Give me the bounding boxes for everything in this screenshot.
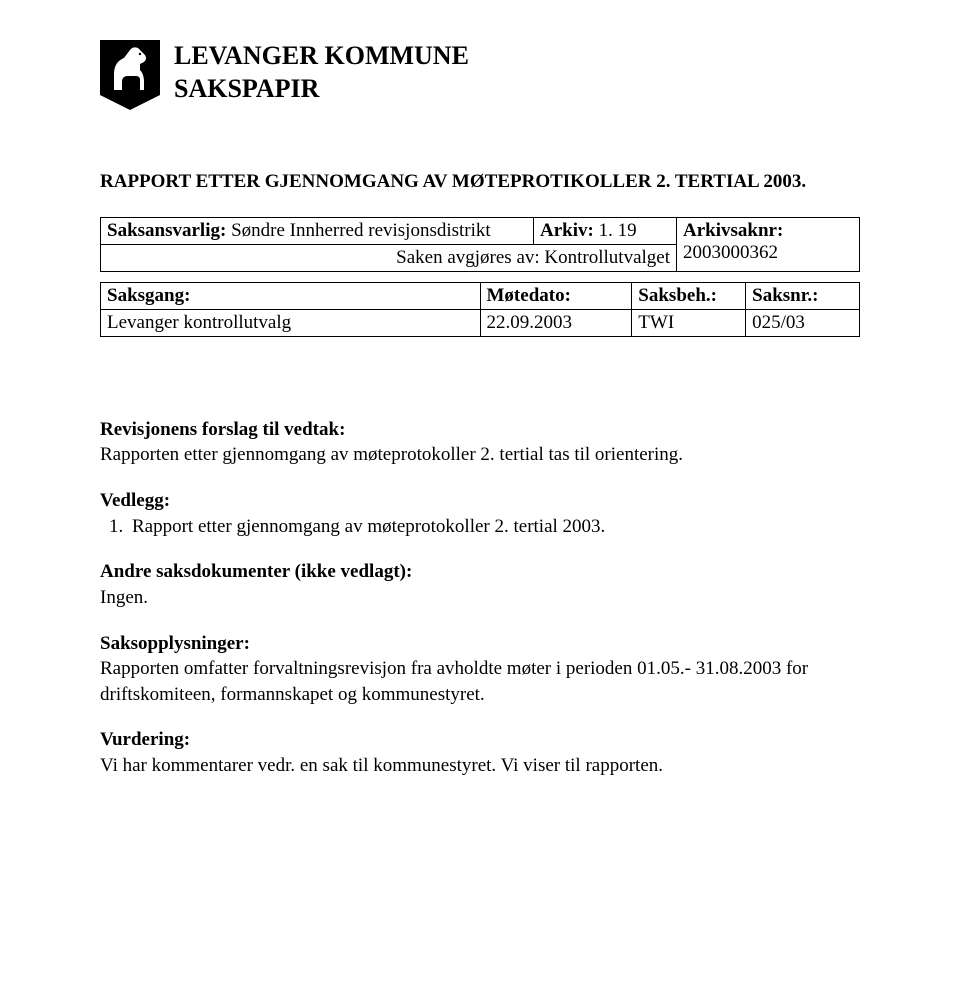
section-vedlegg: Vedlegg: Rapport etter gjennomgang av mø… — [100, 488, 860, 539]
document-title: RAPPORT ETTER GJENNOMGANG AV MØTEPROTIKO… — [100, 170, 860, 195]
decided-by-cell: Saken avgjøres av: Kontrollutvalget — [101, 244, 677, 271]
vedlegg-list: Rapport etter gjennomgang av møteprotoko… — [100, 514, 860, 540]
arkivsaknr-value: 2003000362 — [683, 242, 778, 263]
arkivsaknr-label: Arkivsaknr: — [683, 220, 783, 241]
section-saksopp: Saksopplysninger: Rapporten omfatter for… — [100, 631, 860, 708]
gang-data-row: Levanger kontrollutvalg 22.09.2003 TWI 0… — [101, 309, 860, 336]
section-vurdering: Vurdering: Vi har kommentarer vedr. en s… — [100, 727, 860, 778]
saksopp-body: Rapporten omfatter forvaltningsrevisjon … — [100, 658, 808, 705]
arkiv-cell: Arkiv: 1. 19 — [534, 217, 677, 244]
gang-header-row: Saksgang: Møtedato: Saksbeh.: Saksnr.: — [101, 282, 860, 309]
page: LEVANGER KOMMUNE SAKSPAPIR RAPPORT ETTER… — [0, 0, 960, 839]
doc-type: SAKSPAPIR — [174, 71, 469, 107]
saksansvarlig-value: Søndre Innherred revisjonsdistrikt — [231, 220, 491, 241]
gang-saksgang: Levanger kontrollutvalg — [101, 309, 481, 336]
meta-row-1: Saksansvarlig: Søndre Innherred revisjon… — [101, 217, 860, 244]
gang-motedato: 22.09.2003 — [480, 309, 632, 336]
vedlegg-item-1: Rapport etter gjennomgang av møteprotoko… — [128, 514, 860, 540]
gang-saksnr: 025/03 — [746, 309, 860, 336]
org-name: LEVANGER KOMMUNE — [174, 40, 469, 71]
forslag-body: Rapporten etter gjennomgang av møteproto… — [100, 444, 683, 465]
meta-table: Saksansvarlig: Søndre Innherred revisjon… — [100, 217, 860, 272]
saksopp-title: Saksopplysninger: — [100, 633, 250, 654]
arkiv-label: Arkiv: — [540, 220, 594, 241]
vurdering-title: Vurdering: — [100, 729, 190, 750]
saksansvarlig-label: Saksansvarlig: — [107, 220, 226, 241]
municipal-logo — [100, 40, 160, 110]
header-text: LEVANGER KOMMUNE SAKSPAPIR — [174, 40, 469, 108]
gang-h-motedato: Møtedato: — [480, 282, 632, 309]
saksansvarlig-cell: Saksansvarlig: Søndre Innherred revisjon… — [101, 217, 534, 244]
gang-h-saksnr: Saksnr.: — [746, 282, 860, 309]
saksgang-table: Saksgang: Møtedato: Saksbeh.: Saksnr.: L… — [100, 282, 860, 337]
section-forslag: Revisjonens forslag til vedtak: Rapporte… — [100, 417, 860, 468]
vurdering-body: Vi har kommentarer vedr. en sak til komm… — [100, 755, 663, 776]
vedlegg-title: Vedlegg: — [100, 490, 170, 511]
gang-saksbeh: TWI — [632, 309, 746, 336]
gang-h-saksgang: Saksgang: — [101, 282, 481, 309]
forslag-title: Revisjonens forslag til vedtak: — [100, 419, 345, 440]
gang-h-saksbeh: Saksbeh.: — [632, 282, 746, 309]
andre-title: Andre saksdokumenter (ikke vedlagt): — [100, 561, 412, 582]
arkiv-value: 1. 19 — [599, 220, 637, 241]
andre-body: Ingen. — [100, 587, 148, 608]
header: LEVANGER KOMMUNE SAKSPAPIR — [100, 40, 860, 110]
decided-by: Saken avgjøres av: Kontrollutvalget — [396, 247, 670, 268]
arkivsaknr-cell: Arkivsaknr: 2003000362 — [677, 217, 860, 271]
section-andre: Andre saksdokumenter (ikke vedlagt): Ing… — [100, 559, 860, 610]
